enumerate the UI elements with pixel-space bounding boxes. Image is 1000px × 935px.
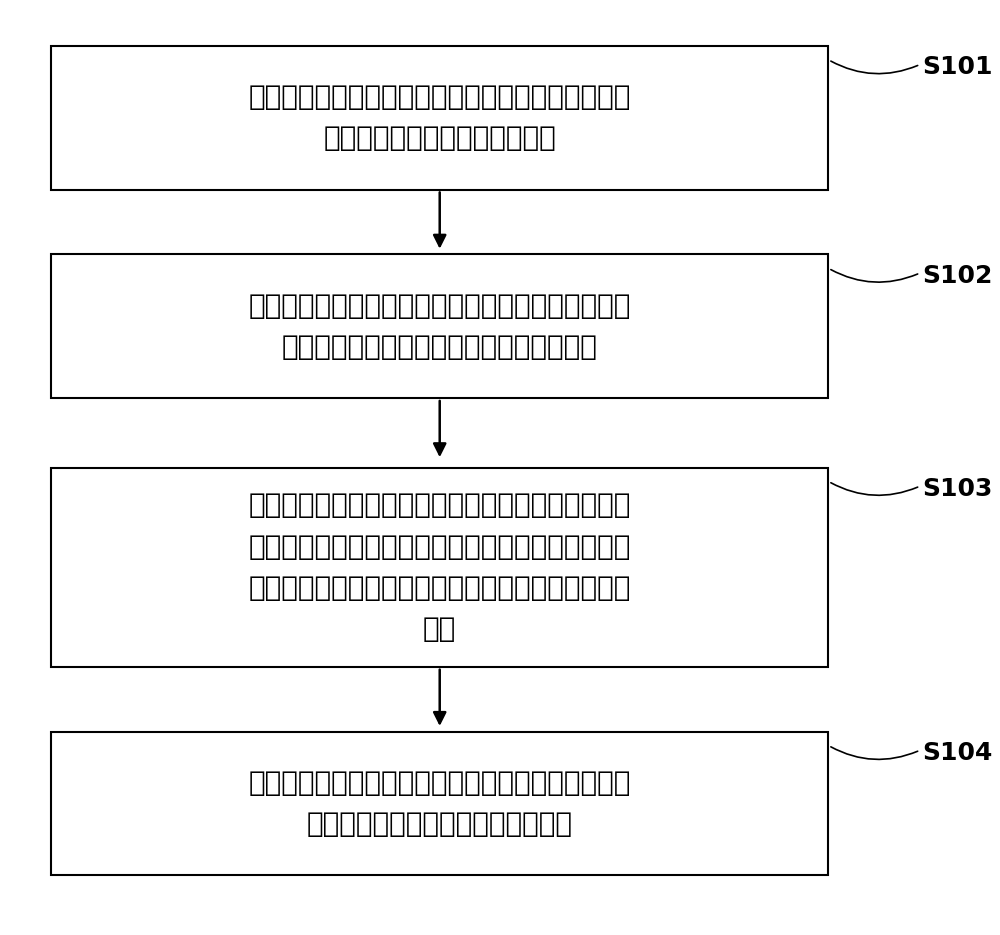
Text: 以仿真得到的两个离焦星点像的光强分布图作为判断
依据，选择其中一个离焦星点像并舍去另一个离焦星
点像，或，将两个离焦星点像转换为一个完整离焦星
点像: 以仿真得到的两个离焦星点像的光强分布图作为判断 依据，选择其中一个离焦星点像并舍… (249, 491, 631, 643)
FancyBboxPatch shape (51, 731, 828, 875)
FancyBboxPatch shape (51, 254, 828, 398)
Text: S103: S103 (922, 477, 992, 501)
Text: 根据选择的离焦星点像或转换得到的完整离焦星点像
的光强分布，获得望远镜的波前信息: 根据选择的离焦星点像或转换得到的完整离焦星点像 的光强分布，获得望远镜的波前信息 (249, 769, 631, 838)
Text: S101: S101 (922, 55, 993, 79)
Text: S104: S104 (922, 741, 992, 765)
Text: 对大口径主焦点组件进行粗对准后，通过分别位于焦
面两侧的两块错位的传感器成像: 对大口径主焦点组件进行粗对准后，通过分别位于焦 面两侧的两块错位的传感器成像 (249, 83, 631, 152)
FancyBboxPatch shape (51, 46, 828, 190)
Text: S102: S102 (922, 264, 992, 288)
Text: 当得到的双自然导星对应的两个离焦星点像发生重叠
时，仿真得到两个离焦星点像的光强分布图: 当得到的双自然导星对应的两个离焦星点像发生重叠 时，仿真得到两个离焦星点像的光强… (249, 292, 631, 361)
FancyBboxPatch shape (51, 468, 828, 667)
